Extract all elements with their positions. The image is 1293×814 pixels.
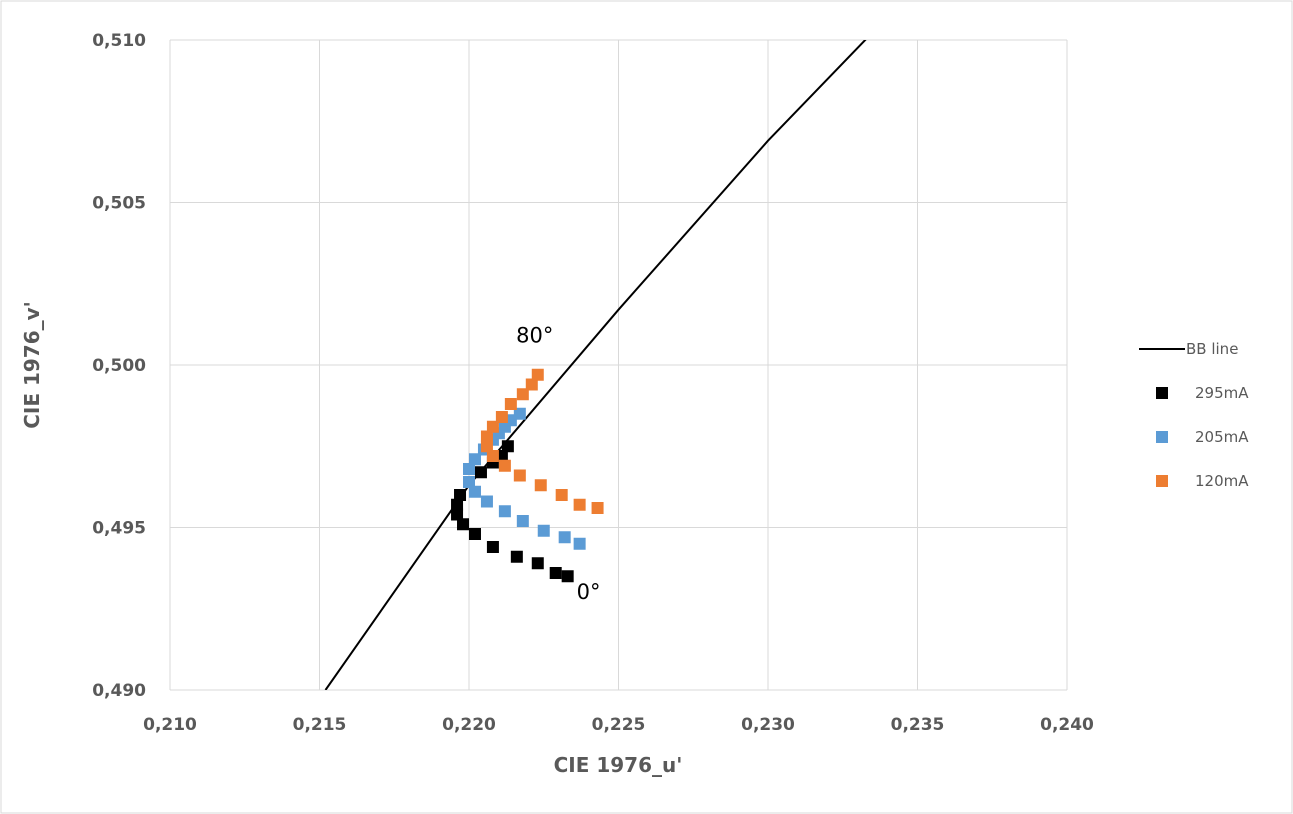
- data-point: [516, 388, 529, 401]
- data-point: [531, 557, 544, 570]
- y-tick-label: 0,500: [92, 356, 146, 376]
- data-point: [555, 489, 568, 501]
- y-tick-label: 0,510: [92, 31, 146, 51]
- data-point: [591, 502, 604, 514]
- x-tick-label: 0,230: [741, 715, 795, 735]
- legend-marker: [1156, 431, 1168, 443]
- x-tick-label: 0,215: [293, 715, 347, 735]
- legend-label: 295mA: [1195, 384, 1249, 402]
- data-point: [534, 479, 547, 492]
- annotation-label: 80°: [516, 323, 553, 347]
- legend-marker: [1156, 387, 1168, 399]
- bb-line: [324, 40, 867, 690]
- y-tick-label: 0,505: [92, 194, 146, 214]
- data-point: [573, 537, 586, 550]
- series-120mA: [480, 368, 604, 514]
- data-point: [513, 469, 526, 482]
- series-205mA: [463, 407, 586, 550]
- legend: BB line 295mA 205mA 120mA: [1139, 340, 1249, 490]
- data-point: [480, 440, 493, 453]
- x-tick-label: 0,235: [891, 715, 945, 735]
- data-point: [573, 498, 586, 511]
- x-axis-title: CIE 1976_u': [554, 753, 683, 777]
- data-point: [468, 453, 481, 466]
- gridlines: [169, 39, 1068, 691]
- data-point: [468, 528, 481, 540]
- x-tick-label: 0,210: [143, 715, 197, 735]
- y-axis-title: CIE 1976_v': [20, 301, 44, 429]
- data-point: [474, 466, 487, 479]
- x-tick-label: 0,225: [592, 715, 646, 735]
- data-point: [501, 440, 514, 453]
- legend-marker: [1156, 475, 1168, 487]
- data-point: [498, 505, 511, 518]
- data-point: [486, 420, 499, 433]
- data-point: [463, 463, 475, 475]
- data-point: [531, 368, 544, 381]
- y-tick-label: 0,495: [92, 519, 146, 539]
- data-point: [468, 485, 481, 498]
- data-point: [486, 450, 499, 462]
- data-point: [498, 459, 511, 472]
- legend-label: 205mA: [1195, 428, 1249, 446]
- data-point: [558, 531, 571, 544]
- data-point: [561, 570, 574, 583]
- annotation-label: 0°: [577, 580, 601, 604]
- annotations: 80° 0°: [516, 323, 600, 604]
- data-point: [454, 489, 467, 501]
- data-point: [504, 398, 517, 410]
- legend-label: BB line: [1186, 340, 1238, 358]
- data-point: [451, 498, 464, 511]
- data-point: [457, 518, 470, 531]
- legend-label: 120mA: [1195, 472, 1249, 490]
- data-point: [549, 567, 562, 579]
- data-points-layer: [451, 368, 604, 583]
- data-point: [480, 430, 493, 443]
- data-point: [486, 541, 499, 553]
- data-point: [480, 495, 493, 508]
- x-tick-label: 0,240: [1040, 715, 1094, 735]
- data-point: [451, 508, 464, 521]
- bb-line-layer: [324, 40, 867, 690]
- data-point: [513, 407, 526, 420]
- data-point: [516, 515, 529, 527]
- x-tick-label: 0,220: [442, 715, 496, 735]
- tick-labels: 0,210 0,215 0,220 0,225 0,230 0,235 0,240 0,490…: [92, 31, 1094, 735]
- data-point: [510, 550, 523, 563]
- data-point: [525, 378, 538, 391]
- data-point: [495, 411, 508, 423]
- data-point: [463, 476, 475, 488]
- data-point: [537, 524, 550, 537]
- y-tick-label: 0,490: [92, 681, 146, 701]
